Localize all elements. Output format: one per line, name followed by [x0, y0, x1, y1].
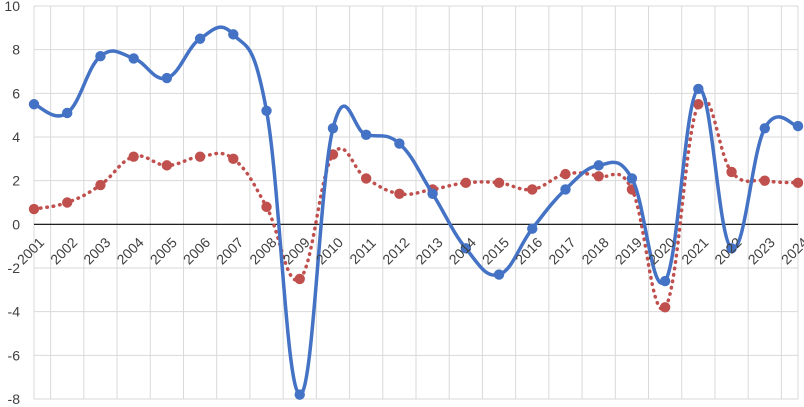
data-point [360, 173, 372, 184]
data-point [659, 302, 671, 313]
data-point [693, 99, 704, 110]
data-point [493, 177, 505, 189]
data-point [593, 171, 604, 182]
x-tick-label: 2002 [47, 234, 80, 267]
data-point [427, 188, 438, 199]
x-tick-label: 2011 [346, 234, 379, 267]
data-point [626, 173, 638, 184]
data-point [560, 184, 571, 195]
data-point [726, 166, 737, 178]
x-tick-label: 2008 [246, 234, 279, 267]
series-line [32, 25, 800, 397]
data-point [360, 129, 372, 141]
data-point [261, 105, 272, 117]
x-tick-label: 2004 [113, 234, 146, 267]
x-tick-label: 2023 [745, 234, 778, 267]
x-tick-label: 2014 [446, 234, 479, 267]
series-1 [28, 97, 804, 313]
x-tick-label: 2007 [213, 234, 246, 267]
y-tick-label: 10 [4, 0, 20, 14]
y-tick-label: 0 [12, 216, 20, 232]
data-point [460, 177, 472, 189]
gridlines [33, 5, 799, 400]
data-point [228, 153, 239, 165]
data-point [62, 107, 73, 119]
data-point [527, 223, 538, 234]
data-point [28, 203, 40, 215]
x-tick-label: 2003 [80, 234, 113, 267]
data-point [460, 243, 472, 254]
data-point [95, 179, 106, 191]
data-point [294, 273, 305, 285]
data-point [194, 33, 206, 44]
y-tick-label: -4 [8, 304, 21, 320]
x-tick-label: 2010 [313, 234, 346, 267]
y-tick-label: -6 [8, 347, 21, 363]
data-point [726, 243, 737, 254]
y-tick-label: 2 [12, 173, 20, 189]
data-point [394, 138, 405, 149]
y-tick-label: -8 [8, 391, 21, 407]
y-tick-label: 8 [12, 42, 20, 58]
data-point [593, 160, 604, 171]
data-point [792, 177, 804, 189]
x-tick-label: 2018 [578, 234, 611, 267]
series-0 [28, 25, 804, 400]
data-point [792, 120, 804, 132]
data-point [228, 29, 239, 40]
data-point [759, 123, 770, 134]
data-point [693, 83, 704, 95]
x-tick-label: 2021 [678, 234, 711, 267]
y-tick-label: 4 [12, 129, 20, 145]
x-tick-label: 2005 [147, 234, 180, 267]
x-tick-label: 2019 [612, 234, 645, 267]
data-point [128, 53, 139, 64]
data-point [294, 389, 305, 400]
data-point [161, 72, 173, 84]
x-tick-label: 2006 [180, 234, 213, 267]
data-point [194, 151, 206, 162]
x-tick-label: 2009 [280, 234, 313, 267]
x-tick-label: 2001 [14, 234, 47, 267]
data-point [659, 275, 671, 287]
x-tick-label: 2016 [512, 234, 545, 267]
x-tick-label: 2015 [479, 234, 512, 267]
data-point [28, 99, 40, 110]
y-tick-label: 6 [12, 85, 20, 101]
data-point [161, 160, 173, 171]
x-tick-label: 2013 [412, 234, 445, 267]
data-point [560, 168, 571, 180]
series [28, 25, 804, 400]
y-tick-label: -2 [8, 260, 21, 276]
data-point [62, 197, 73, 208]
x-tick-label: 2012 [379, 234, 412, 267]
data-point [493, 269, 505, 280]
x-tick-label: 2017 [545, 234, 578, 267]
data-point [759, 175, 770, 186]
data-point [527, 184, 538, 195]
data-point [95, 51, 106, 62]
series-line [32, 97, 800, 311]
data-point [261, 201, 272, 213]
data-point [327, 123, 339, 134]
data-point [128, 151, 139, 162]
data-point [394, 188, 405, 199]
